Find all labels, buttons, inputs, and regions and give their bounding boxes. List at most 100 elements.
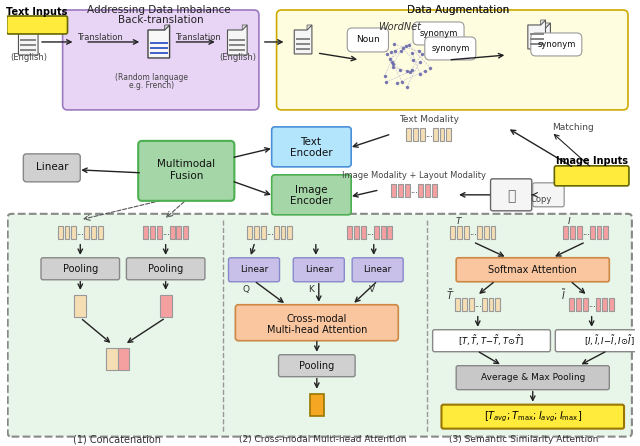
Text: Multi-head Attention: Multi-head Attention <box>267 325 367 334</box>
Text: Pooling: Pooling <box>299 361 335 371</box>
Bar <box>296 43 310 45</box>
Polygon shape <box>19 25 38 55</box>
Text: Cross-modal: Cross-modal <box>287 314 347 324</box>
Bar <box>91 226 96 239</box>
Bar <box>457 226 462 239</box>
Bar <box>488 298 493 311</box>
Bar <box>425 184 429 197</box>
Bar <box>602 298 607 311</box>
Text: Data Augmentation: Data Augmentation <box>407 5 509 15</box>
Text: I: I <box>568 217 570 226</box>
Text: Noun: Noun <box>356 36 380 45</box>
Bar <box>451 226 455 239</box>
FancyBboxPatch shape <box>6 16 67 34</box>
FancyBboxPatch shape <box>63 10 259 110</box>
FancyBboxPatch shape <box>278 355 355 377</box>
Text: synonym: synonym <box>537 40 575 49</box>
Text: T: T <box>456 217 461 226</box>
Bar <box>455 298 460 311</box>
FancyBboxPatch shape <box>293 258 344 282</box>
Bar <box>374 226 379 239</box>
Bar <box>20 39 36 41</box>
Polygon shape <box>307 25 312 30</box>
Bar <box>160 295 172 317</box>
Text: $\tilde{I}$: $\tilde{I}$ <box>561 287 567 302</box>
Bar <box>254 226 259 239</box>
Bar <box>484 226 488 239</box>
Bar <box>530 33 543 36</box>
Text: Softmax Attention: Softmax Attention <box>488 265 577 275</box>
Bar <box>183 226 188 239</box>
Text: 🖼: 🖼 <box>507 189 515 203</box>
Text: Matching: Matching <box>552 124 594 132</box>
Text: (1) Concatenation: (1) Concatenation <box>72 434 161 445</box>
Bar <box>150 52 168 54</box>
Text: Image: Image <box>294 185 327 195</box>
Bar <box>433 128 438 141</box>
Polygon shape <box>242 25 247 30</box>
Text: Text Inputs: Text Inputs <box>6 7 68 17</box>
Text: Average & Max Pooling: Average & Max Pooling <box>481 373 585 382</box>
Bar <box>413 128 418 141</box>
Bar <box>387 226 392 239</box>
Bar <box>609 298 614 311</box>
Text: Data Augmentation: Data Augmentation <box>407 5 509 15</box>
Bar <box>596 226 602 239</box>
Bar <box>563 226 568 239</box>
Bar <box>462 298 467 311</box>
Bar <box>118 348 129 370</box>
Bar <box>583 298 588 311</box>
Text: Image Inputs: Image Inputs <box>556 156 628 166</box>
FancyBboxPatch shape <box>433 330 550 352</box>
Bar <box>482 298 486 311</box>
Text: Linear: Linear <box>36 162 68 172</box>
Bar <box>534 36 548 38</box>
Polygon shape <box>532 23 550 52</box>
Bar <box>296 48 310 50</box>
Bar <box>440 128 444 141</box>
Polygon shape <box>294 25 312 54</box>
Bar <box>420 128 425 141</box>
Bar <box>84 226 89 239</box>
Bar <box>405 184 410 197</box>
Text: ...: ... <box>366 228 374 237</box>
Bar <box>157 226 162 239</box>
Bar <box>280 226 285 239</box>
Bar <box>261 226 266 239</box>
Text: Image Modality + Layout Modality: Image Modality + Layout Modality <box>342 171 486 180</box>
Text: Linear: Linear <box>305 265 333 274</box>
Text: Encoder: Encoder <box>290 148 332 158</box>
Bar <box>469 298 474 311</box>
Text: Text: Text <box>300 137 321 147</box>
Bar <box>477 226 482 239</box>
Text: $[T, \tilde{T}, T\!-\!\tilde{T}, T\!\odot\!\tilde{T}]$: $[T, \tilde{T}, T\!-\!\tilde{T}, T\!\odo… <box>458 333 525 348</box>
Text: Linear: Linear <box>240 265 268 274</box>
Bar <box>230 44 245 46</box>
Bar <box>577 226 582 239</box>
Bar <box>150 226 155 239</box>
Bar <box>65 226 70 239</box>
Polygon shape <box>545 23 550 28</box>
Bar <box>446 128 451 141</box>
FancyBboxPatch shape <box>236 305 398 341</box>
Text: WordNet: WordNet <box>378 22 420 32</box>
Bar <box>381 226 385 239</box>
FancyBboxPatch shape <box>554 166 629 186</box>
FancyBboxPatch shape <box>23 154 80 182</box>
Text: Addressing Data Imbalance: Addressing Data Imbalance <box>87 5 230 15</box>
Text: e.g. French): e.g. French) <box>129 82 175 91</box>
Text: $\tilde{T}$: $\tilde{T}$ <box>446 287 454 302</box>
FancyBboxPatch shape <box>556 330 640 352</box>
Text: Encoder: Encoder <box>290 196 332 206</box>
Bar <box>392 184 396 197</box>
Text: V: V <box>369 285 375 294</box>
FancyBboxPatch shape <box>127 258 205 280</box>
Text: Multimodal: Multimodal <box>157 159 215 169</box>
Bar <box>431 184 436 197</box>
Bar <box>98 226 103 239</box>
Bar <box>150 42 168 45</box>
Bar <box>576 298 581 311</box>
Text: (3) Semantic Similarity Attention: (3) Semantic Similarity Attention <box>449 435 598 444</box>
FancyBboxPatch shape <box>271 175 351 215</box>
Bar <box>230 39 245 41</box>
